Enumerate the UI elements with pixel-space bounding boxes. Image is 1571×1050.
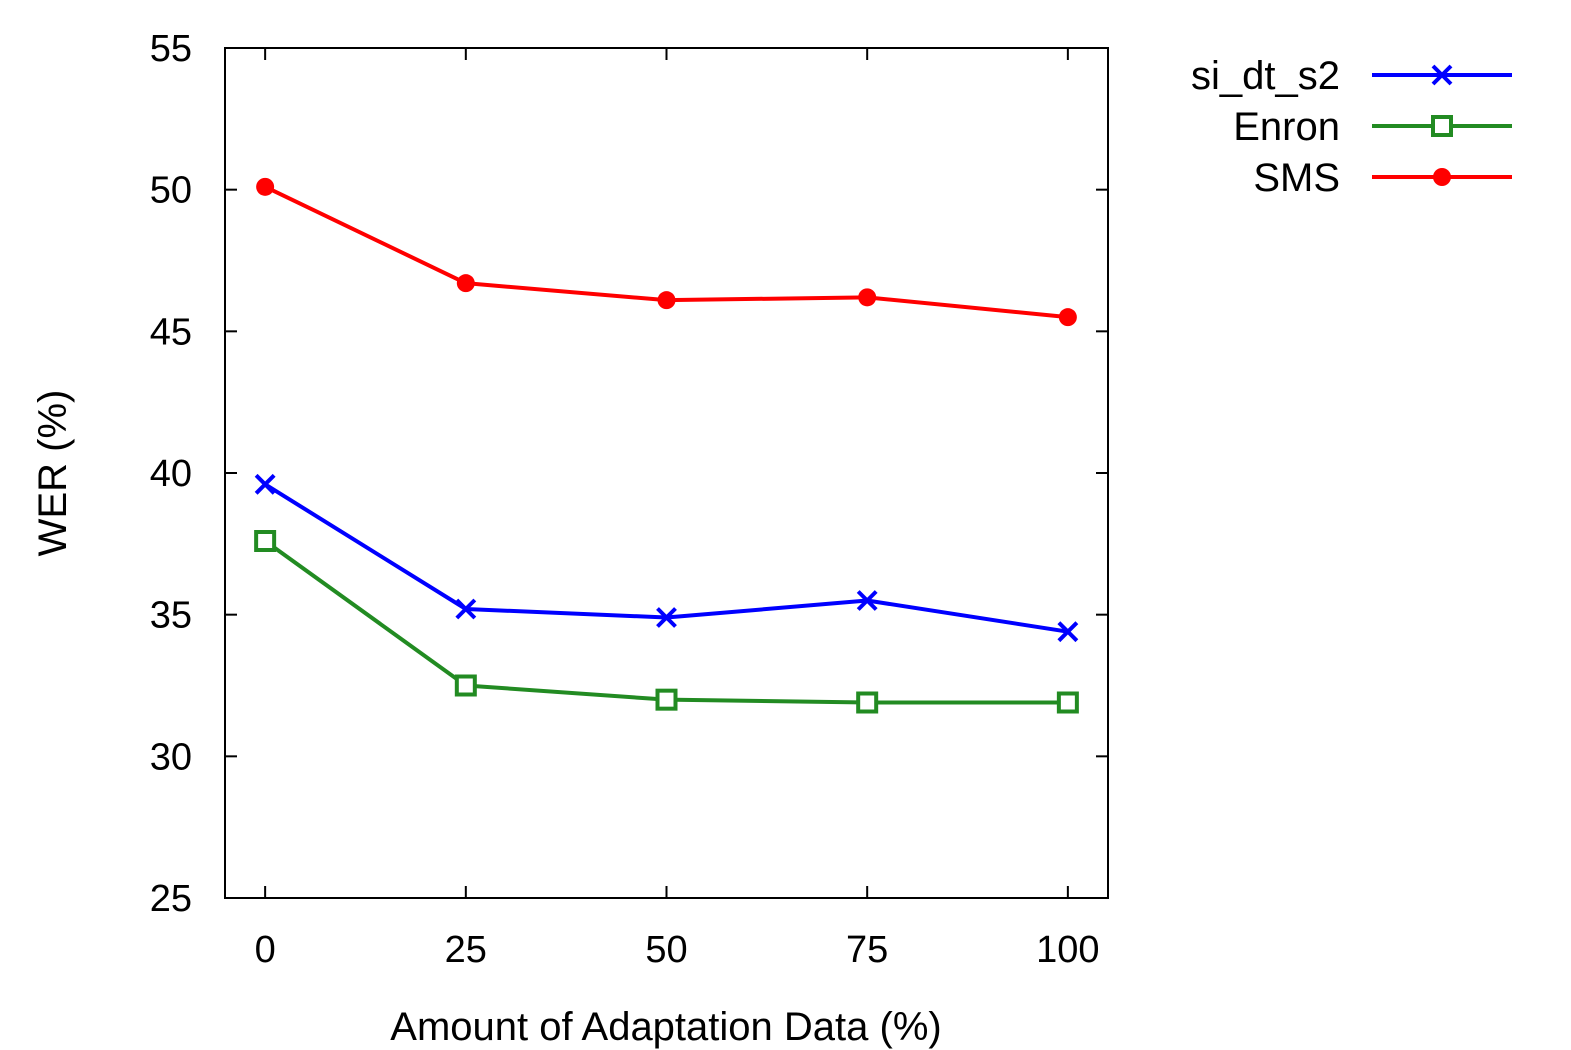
data-point-open-square-icon — [856, 691, 879, 714]
data-point-x-icon — [856, 590, 878, 611]
y-tick-label: 45 — [150, 311, 192, 353]
legend-label: SMS — [1253, 156, 1340, 200]
x-tick-label: 75 — [846, 929, 888, 971]
legend-entry: Enron — [1233, 105, 1512, 149]
data-point-filled-circle-icon — [256, 177, 275, 196]
y-tick-label: 25 — [150, 878, 192, 920]
x-tick-label: 0 — [255, 929, 276, 971]
legend-label: Enron — [1233, 105, 1340, 149]
data-point-open-square-icon — [454, 674, 477, 697]
data-point-x-icon — [1057, 621, 1079, 643]
x-axis-title: Amount of Adaptation Data (%) — [390, 1005, 941, 1049]
series-sms — [256, 177, 1077, 327]
y-tick-label: 30 — [150, 736, 192, 778]
plot-frame — [224, 47, 1109, 899]
y-tick-label: 55 — [150, 28, 192, 70]
y-tick-label: 35 — [150, 595, 192, 637]
series-line — [264, 482, 1069, 634]
data-point-x-icon — [455, 598, 477, 620]
data-point-filled-circle-icon — [858, 288, 877, 307]
x-tick-label: 50 — [645, 929, 687, 971]
data-point-open-square-icon — [1056, 691, 1079, 714]
x-tick-label: 25 — [445, 929, 487, 971]
y-tick-label: 50 — [150, 170, 192, 212]
y-tick-label: 40 — [150, 453, 192, 495]
series-line — [263, 539, 1068, 705]
legend-label: si_dt_s2 — [1191, 54, 1340, 98]
legend-marker-filled-circle-icon — [1433, 168, 1451, 186]
series-si-dt-s2 — [254, 473, 1079, 643]
ticks-layer: 0 25 50 75 100 25 30 35 40 45 50 55 — [150, 28, 1108, 971]
y-axis-title: WER (%) — [31, 390, 75, 557]
x-tick-label: 100 — [1036, 929, 1099, 971]
data-point-filled-circle-icon — [657, 291, 676, 310]
data-point-open-square-icon — [655, 688, 678, 711]
data-point-filled-circle-icon — [1058, 308, 1077, 327]
legend: si_dt_s2 Enron SMS — [1191, 54, 1512, 200]
data-point-open-square-icon — [254, 530, 277, 552]
series-enron — [254, 530, 1079, 714]
series-layer — [254, 177, 1079, 714]
legend-entry: SMS — [1253, 156, 1512, 200]
data-point-x-icon — [254, 473, 276, 495]
legend-entry: si_dt_s2 — [1191, 54, 1512, 98]
data-point-x-icon — [656, 607, 677, 628]
data-point-filled-circle-icon — [456, 274, 475, 293]
legend-marker-x-icon — [1431, 64, 1453, 86]
legend-marker-open-square-icon — [1431, 115, 1453, 137]
